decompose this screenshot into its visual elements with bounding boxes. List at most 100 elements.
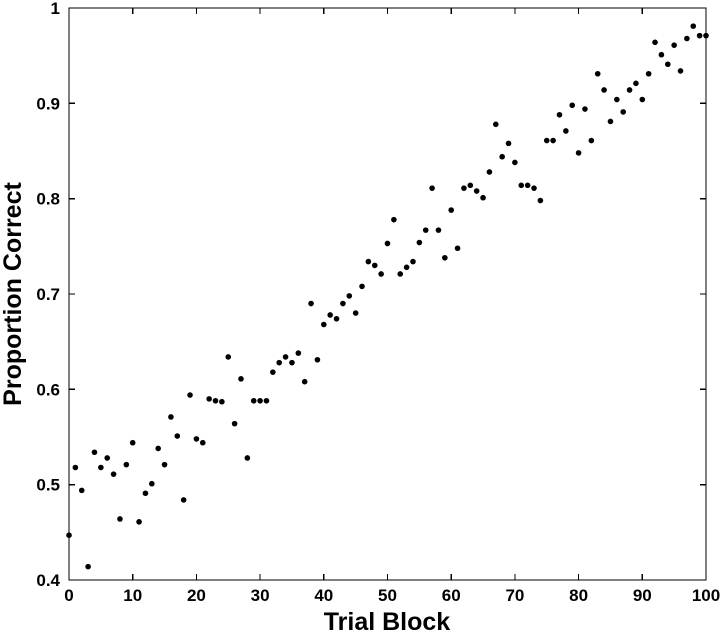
data-point [91,449,98,456]
x-tick-label: 30 [251,586,270,605]
data-point [620,109,626,115]
data-point [403,264,410,271]
data-point [531,185,537,191]
data-point [193,436,200,442]
data-point [594,70,601,77]
data-point [422,227,429,233]
data-point [72,464,79,471]
y-axis-title: Proportion Correct [0,182,27,406]
data-point [410,258,416,265]
data-point [537,197,544,204]
data-point [652,39,658,46]
data-point [174,433,181,439]
y-tick-label: 0.9 [36,94,60,113]
data-point [180,497,187,503]
data-point [391,216,397,223]
data-point [263,397,270,404]
data-point [327,312,333,318]
data-point [142,490,149,497]
data-point [295,350,302,356]
data-point [575,150,582,156]
data-point [321,321,327,328]
data-point [276,359,283,366]
data-point [543,137,550,144]
data-point [645,70,652,77]
data-point [244,455,251,461]
data-point [289,359,295,366]
x-tick-label: 0 [64,586,73,605]
data-point [524,182,531,189]
x-axis-title: Trial Block [324,608,451,633]
data-point [155,445,161,452]
data-point [690,23,697,29]
data-point [231,420,238,427]
x-tick-label: 40 [314,586,333,605]
data-point [499,153,505,160]
data-point [442,254,448,261]
data-point [512,159,518,166]
data-point [206,396,212,402]
data-point [435,227,442,233]
data-point [257,397,263,404]
data-point [352,310,359,316]
data-point [569,102,576,109]
data-point [149,480,155,487]
data-point [104,455,111,461]
data-point [429,185,435,191]
data-point [199,439,206,446]
x-tick-label: 100 [692,586,720,605]
data-point [448,207,455,213]
data-point [671,42,677,48]
data-point [238,376,244,382]
y-tick-label: 0.6 [36,380,60,399]
data-point [473,188,480,194]
data-point [308,300,314,307]
data-point [461,185,467,191]
x-tick-label: 70 [505,586,524,605]
data-point [492,121,499,128]
data-point [168,414,174,420]
data-point [639,96,646,103]
data-point [696,32,703,39]
data-point [550,137,556,144]
data-point [454,245,461,252]
x-tick-label: 50 [378,586,397,605]
data-point [123,461,130,468]
x-tick-label: 60 [442,586,461,605]
plot-frame [68,7,707,581]
y-tick-label: 0.8 [36,190,60,209]
data-point [314,356,321,363]
data-point [664,61,671,68]
data-point [136,519,142,525]
data-point [129,439,136,446]
data-point [110,471,117,477]
data-point [219,398,225,405]
data-point [416,239,423,246]
axis-ticks: 0 10 20 30 40 50 60 70 80 90 100 0.4 0.5 0.6 0.7 0.8 0.9… [36,0,720,605]
data-point [333,315,340,322]
data-point [384,240,391,247]
data-point [626,87,633,93]
data-point [556,111,563,118]
data-point [365,258,372,265]
data-point [563,128,569,134]
x-tick-label: 10 [123,586,142,605]
data-point [684,35,690,42]
y-tick-label: 0.7 [36,285,60,304]
x-tick-label: 80 [569,586,588,605]
data-point [658,51,665,58]
data-point [340,300,346,307]
data-point [346,293,353,299]
data-point [588,137,595,144]
data-point [518,182,525,189]
data-point [614,96,620,103]
data-point [270,369,276,375]
data-point [467,182,474,189]
data-point [505,140,512,147]
data-point [225,354,232,360]
data-point [607,118,614,125]
data-point [187,392,193,398]
data-point [371,262,378,269]
data-point [359,283,365,290]
